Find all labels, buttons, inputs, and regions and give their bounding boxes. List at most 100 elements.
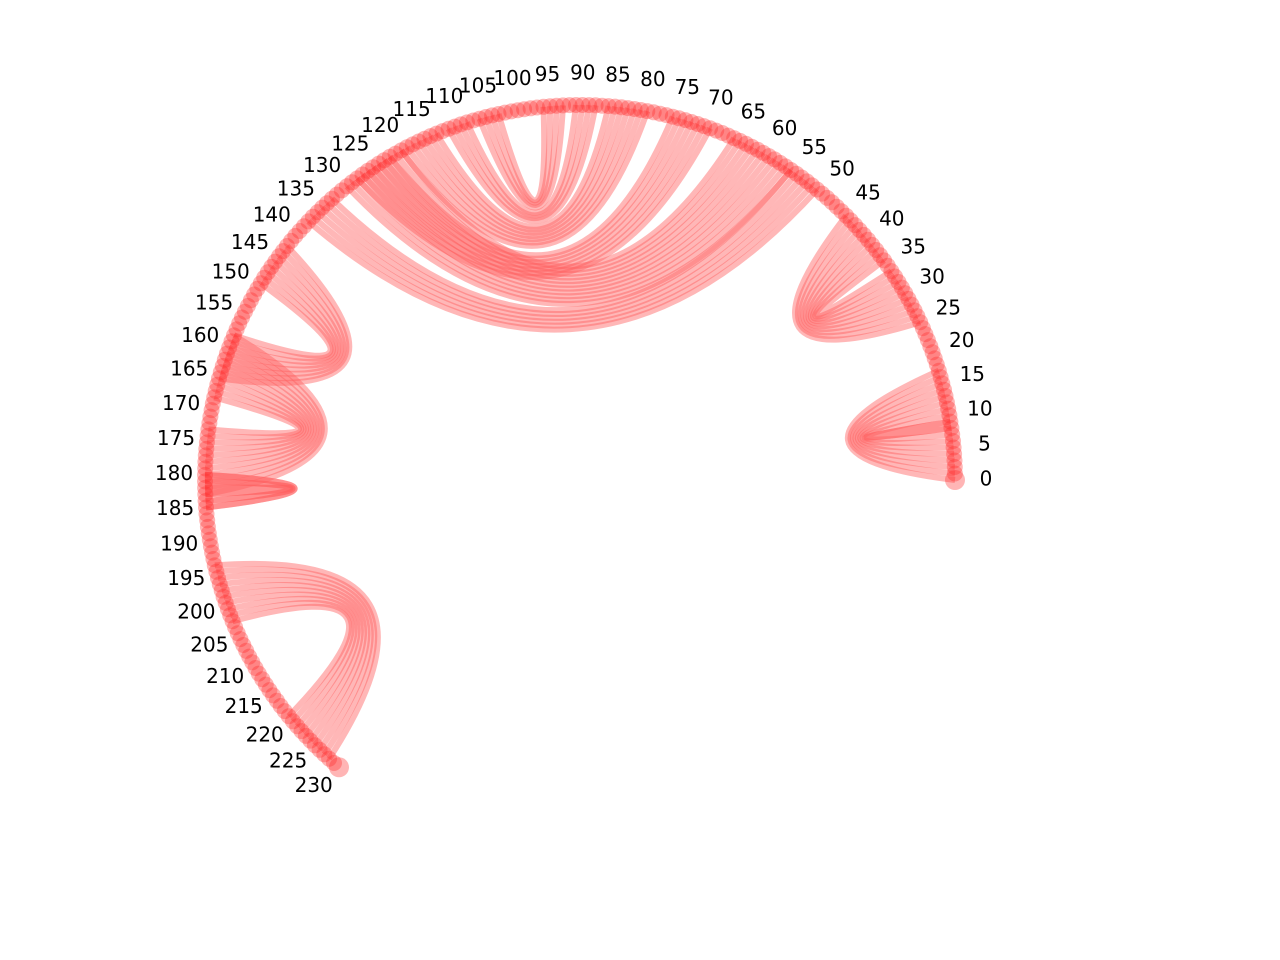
node-point [755, 144, 772, 161]
node-point [198, 506, 215, 522]
node-point [928, 356, 945, 373]
node-point [338, 178, 355, 195]
node-point [946, 459, 963, 475]
node-point [855, 226, 872, 243]
node-point [872, 247, 889, 264]
link-arc [410, 108, 638, 243]
tick-label: 60 [772, 116, 797, 140]
link-arc [204, 350, 320, 478]
nodes-layer [197, 97, 965, 778]
node-point [197, 460, 214, 477]
node-point [224, 613, 241, 630]
node-point [204, 395, 221, 412]
node-point [851, 222, 868, 238]
node-point [490, 106, 507, 122]
node-point [268, 692, 285, 709]
node-point [209, 376, 226, 393]
node-point [259, 264, 276, 281]
node-point [766, 151, 783, 168]
link-arc [306, 187, 820, 333]
node-point [914, 320, 931, 337]
node-point [879, 257, 896, 274]
node-point [213, 582, 230, 599]
node-point [291, 223, 308, 239]
node-point [943, 420, 960, 436]
node-point [761, 148, 777, 165]
node-point [249, 280, 266, 297]
node-point [652, 105, 669, 122]
link-arc [208, 394, 303, 437]
node-point [214, 358, 231, 374]
tick-label: 185 [156, 496, 194, 520]
link-arc [489, 106, 554, 206]
node-point [783, 162, 799, 178]
node-point [199, 427, 216, 444]
link-arc [812, 252, 897, 320]
node-point [200, 421, 217, 438]
link-arc [376, 118, 689, 266]
link-arc [204, 471, 298, 511]
link-arc [218, 243, 353, 386]
node-point [823, 194, 840, 211]
node-point [333, 182, 350, 199]
link-arc [204, 344, 323, 485]
tick-label: 155 [195, 291, 233, 315]
node-point [903, 296, 920, 313]
node-point [256, 269, 273, 286]
node-point [201, 531, 218, 548]
link-arc [204, 478, 296, 504]
node-point [594, 97, 611, 114]
node-point [496, 104, 513, 121]
node-point [946, 465, 963, 482]
link-arc [854, 393, 955, 457]
node-point [205, 551, 222, 567]
node-point [197, 466, 213, 483]
node-point [726, 130, 743, 147]
tick-label: 195 [167, 566, 205, 590]
node-point [296, 218, 312, 235]
node-point [645, 104, 662, 121]
node-point [275, 243, 291, 260]
node-point [254, 671, 271, 688]
node-point [250, 665, 267, 682]
link-arc [852, 386, 955, 464]
link-arc [204, 338, 325, 491]
node-point [323, 190, 340, 207]
link-arc [847, 374, 956, 477]
tick-label: 145 [231, 230, 269, 254]
link-arc [315, 179, 810, 325]
tick-label: 180 [155, 461, 193, 485]
link-arc [360, 157, 777, 296]
link-arc [229, 600, 355, 724]
node-point [215, 588, 232, 605]
node-point [620, 100, 636, 117]
node-point [289, 718, 306, 735]
link-arc [206, 381, 307, 446]
link-arc [452, 104, 593, 222]
tick-label: 50 [829, 157, 854, 181]
link-arc [387, 142, 749, 277]
node-point [247, 660, 264, 676]
node-point [271, 248, 287, 265]
tick-label: 175 [157, 426, 195, 450]
node-point [244, 654, 261, 671]
node-point [671, 110, 688, 127]
tick-label: 225 [269, 749, 307, 773]
node-point [370, 155, 387, 172]
node-point [529, 99, 545, 116]
tick-label: 160 [181, 323, 219, 347]
link-arc [421, 106, 625, 236]
link-arc [226, 264, 341, 369]
link-arc [233, 280, 334, 359]
tick-label: 110 [425, 84, 463, 108]
node-point [381, 148, 398, 165]
node-point [542, 98, 558, 115]
node-point [446, 118, 463, 135]
tick-label: 120 [361, 113, 399, 137]
node-point [664, 108, 681, 125]
link-arc [221, 582, 368, 743]
node-point [465, 112, 482, 129]
node-point [804, 177, 820, 194]
tick-label: 85 [605, 62, 630, 86]
tick-label: 150 [212, 260, 250, 284]
